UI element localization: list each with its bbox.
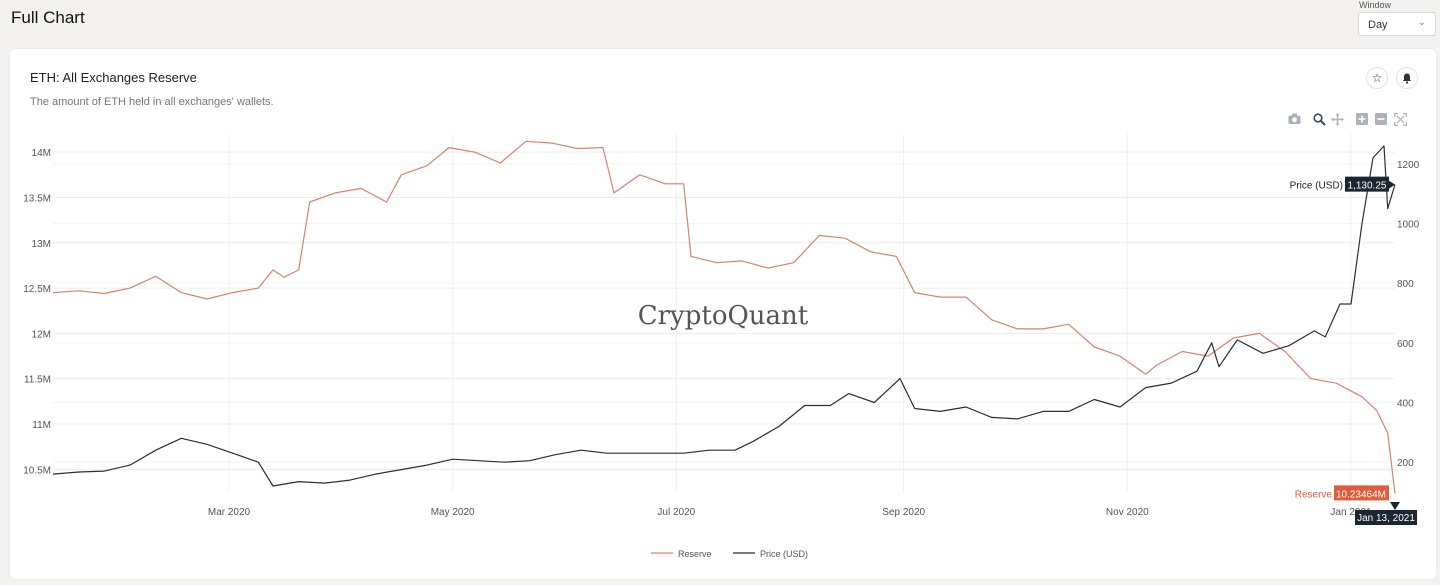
price-callout-badge (1345, 176, 1389, 192)
y-left-tick-label: 12.5M (23, 284, 51, 295)
x-tick-label: Jan 2021 (1330, 507, 1372, 518)
window-select-value: Day (1368, 19, 1388, 31)
autoscale-icon[interactable] (1394, 113, 1407, 126)
reserve-callout-value: 10.23464M (1336, 489, 1386, 500)
window-label: Window (1359, 0, 1392, 10)
alert-button[interactable] (1396, 67, 1418, 89)
y-left-tick-label: 11M (32, 420, 51, 431)
callouts: Price (USD) 1,130.25 Reserve 10.23464M Jan 1… (1290, 176, 1417, 525)
legend: Reserve Price (USD) (651, 549, 808, 559)
y-right-tick-label: 1200 (1397, 160, 1420, 171)
date-callout-badge (1355, 510, 1417, 525)
chart-card: ETH: All Exchanges Reserve The amount of… (10, 49, 1436, 579)
legend-label: Reserve (678, 549, 712, 559)
window-select[interactable]: Day ⌄ (1358, 12, 1436, 36)
y-left-tick-label: 13M (32, 239, 51, 250)
x-tick-label: Nov 2020 (1106, 507, 1149, 518)
right-y-axis: 200 400 600 800 1000 1200 (1397, 160, 1420, 469)
chevron-down-icon: ⌄ (1417, 17, 1426, 28)
star-icon: ☆ (1371, 71, 1383, 85)
y-right-tick-label: 400 (1397, 399, 1414, 410)
y-left-tick-label: 14M (32, 148, 51, 159)
page-title: Full Chart (11, 8, 85, 27)
zoom-in-icon[interactable] (1356, 113, 1368, 125)
legend-label: Price (USD) (760, 549, 808, 559)
x-tick-label: Jul 2020 (657, 507, 695, 518)
zoom-icon[interactable] (1313, 113, 1326, 126)
date-callout-value: Jan 13, 2021 (1357, 513, 1415, 524)
x-tick-label: Mar 2020 (208, 507, 251, 518)
reserve-line (52, 140, 1396, 494)
date-callout-arrow (1390, 502, 1400, 510)
zoom-out-icon[interactable] (1375, 113, 1387, 125)
y-right-tick-label: 600 (1397, 339, 1414, 350)
y-left-tick-label: 11.5M (24, 375, 51, 386)
y-right-tick-label: 800 (1397, 279, 1414, 290)
price-callout-label: Price (USD) (1290, 181, 1343, 192)
favorite-button[interactable]: ☆ (1366, 67, 1388, 89)
x-tick-label: Sep 2020 (882, 507, 925, 518)
y-right-tick-label: 200 (1397, 458, 1414, 469)
pan-icon[interactable] (1331, 113, 1344, 126)
price-callout-value: 1,130.25 (1348, 181, 1387, 192)
left-y-axis: 10.5M 11M 11.5M 12M 12.5M 13M 13.5M 14M (23, 148, 51, 476)
chart-subtitle: The amount of ETH held in all exchanges'… (30, 96, 274, 108)
x-axis: Mar 2020 May 2020 Jul 2020 Sep 2020 Nov 2020… (208, 507, 1372, 518)
chart-title: ETH: All Exchanges Reserve (30, 70, 197, 85)
bell-icon (1403, 73, 1411, 84)
y-left-tick-label: 12M (32, 329, 51, 340)
reserve-callout-label: Reserve (1295, 489, 1333, 500)
y-left-tick-label: 10.5M (23, 465, 51, 476)
grid (53, 134, 1395, 492)
series-lines (52, 140, 1396, 494)
price-line (52, 145, 1396, 487)
y-right-tick-label: 1000 (1397, 220, 1420, 231)
y-left-tick-label: 13.5M (23, 193, 51, 204)
watermark: CryptoQuant (638, 301, 809, 331)
reserve-callout-badge (1334, 485, 1389, 501)
camera-icon[interactable] (1288, 113, 1301, 125)
price-callout-arrow (1389, 180, 1395, 189)
x-tick-label: May 2020 (431, 507, 475, 518)
